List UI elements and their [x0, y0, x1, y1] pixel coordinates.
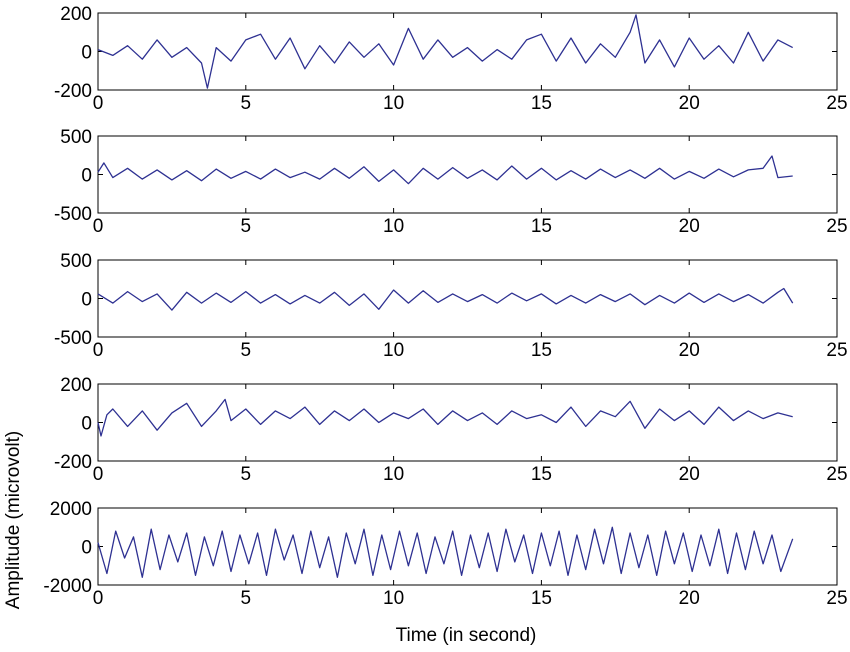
y-tick-label: 500	[60, 251, 92, 272]
x-axis-title: Time (in second)	[396, 625, 537, 646]
y-tick-label: 2000	[50, 499, 92, 520]
x-tick-label: 0	[93, 93, 104, 114]
x-tick-label: 15	[531, 93, 552, 114]
x-tick-label: 0	[93, 340, 104, 361]
signal-trace	[97, 287, 794, 311]
x-tick-label: 20	[679, 216, 700, 237]
y-tick-label: -2000	[43, 576, 92, 597]
signal-trace	[97, 526, 794, 578]
x-tick-label: 5	[241, 93, 252, 114]
x-tick-label: 25	[826, 340, 847, 361]
x-tick-label: 20	[679, 340, 700, 361]
y-tick-label: -200	[54, 452, 92, 473]
x-tick-label: 0	[93, 588, 104, 609]
y-tick-label: -500	[54, 328, 92, 349]
y-tick-label: 0	[81, 538, 92, 559]
x-tick-label: 25	[826, 464, 847, 485]
y-tick-label: 200	[60, 375, 92, 396]
x-tick-label: 15	[531, 216, 552, 237]
x-tick-label: 20	[679, 93, 700, 114]
y-tick-label: 0	[81, 290, 92, 311]
x-tick-label: 5	[241, 216, 252, 237]
x-tick-label: 10	[383, 216, 404, 237]
y-tick-label: 200	[60, 4, 92, 25]
x-tick-label: 20	[679, 464, 700, 485]
x-tick-label: 10	[383, 93, 404, 114]
x-tick-label: 5	[241, 588, 252, 609]
signal-trace	[97, 398, 793, 437]
x-tick-label: 15	[531, 588, 552, 609]
x-tick-label: 25	[826, 588, 847, 609]
x-tick-label: 5	[241, 340, 252, 361]
plot-frame	[97, 383, 838, 462]
y-tick-label: 500	[60, 127, 92, 148]
x-tick-label: 20	[679, 588, 700, 609]
y-tick-label: -500	[54, 204, 92, 225]
y-axis-title: Amplitude (microvolt)	[3, 431, 24, 609]
x-tick-label: 10	[383, 588, 404, 609]
signal-trace	[97, 14, 794, 89]
y-tick-label: 0	[81, 43, 92, 64]
y-tick-label: 0	[81, 414, 92, 435]
x-tick-label: 10	[383, 340, 404, 361]
x-tick-label: 10	[383, 464, 404, 485]
x-tick-label: 15	[531, 464, 552, 485]
x-tick-label: 0	[93, 464, 104, 485]
x-tick-label: 25	[826, 216, 847, 237]
x-tick-label: 15	[531, 340, 552, 361]
x-tick-label: 25	[826, 93, 847, 114]
y-tick-label: 0	[81, 166, 92, 187]
signal-trace	[97, 155, 793, 185]
x-tick-label: 0	[93, 216, 104, 237]
y-tick-label: -200	[54, 81, 92, 102]
x-tick-label: 5	[241, 464, 252, 485]
